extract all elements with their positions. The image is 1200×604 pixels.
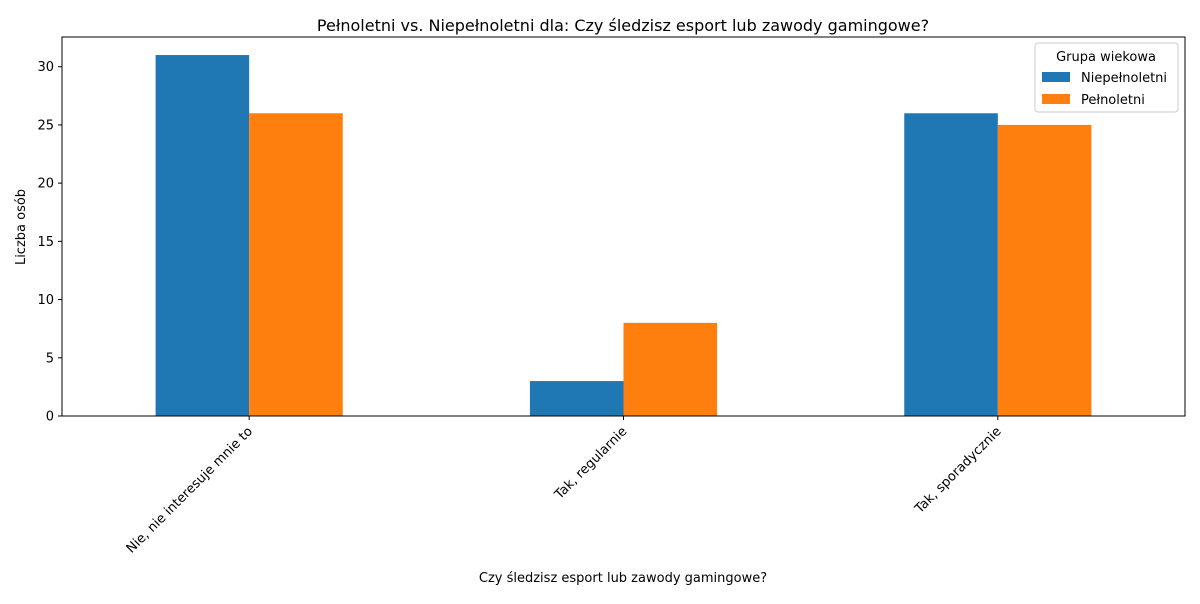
y-tick-label: 25 (37, 118, 54, 133)
y-tick-label: 30 (37, 60, 54, 75)
plot-frame (61, 36, 1186, 417)
y-axis-label: Liczba osób (14, 189, 29, 265)
bar-niepelnoletni-1 (529, 381, 624, 416)
bar-pelnoletni-0 (249, 113, 343, 417)
y-tick-label: 0 (46, 410, 54, 425)
x-axis: Nie, nie interesuje mnie to Tak, regularn… (124, 416, 1005, 556)
x-tick-label: Tak, regularnie (551, 424, 630, 503)
legend-swatch (1042, 72, 1070, 82)
chart-title: Pełnoletni vs. Niepełnoletni dla: Czy śl… (317, 16, 929, 35)
legend: Grupa wiekowa Niepełnoletni Pełnoletni (1034, 42, 1179, 113)
y-tick-label: 15 (37, 235, 54, 250)
legend-title: Grupa wiekowa (1056, 50, 1156, 65)
legend-swatch (1042, 94, 1070, 104)
y-axis: 0 5 10 15 20 25 30 (37, 60, 62, 425)
bar-niepelnoletni-2 (904, 113, 998, 417)
bar-niepelnoletni-0 (155, 55, 250, 417)
y-tick-label: 20 (37, 177, 54, 192)
legend-label: Pełnoletni (1081, 93, 1145, 108)
bar-pelnoletni-1 (623, 322, 718, 416)
bar-pelnoletni-2 (997, 124, 1092, 416)
bars-group (155, 55, 1092, 417)
legend-label: Niepełnoletni (1081, 71, 1167, 86)
y-tick-label: 5 (46, 351, 54, 366)
x-axis-label: Czy śledzisz esport lub zawody gamingowe… (479, 571, 767, 586)
y-tick-label: 10 (37, 293, 54, 308)
x-tick-label: Nie, nie interesuje mnie to (124, 424, 256, 556)
x-tick-label: Tak, sporadycznie (912, 424, 1005, 517)
legend-box (1034, 42, 1179, 113)
